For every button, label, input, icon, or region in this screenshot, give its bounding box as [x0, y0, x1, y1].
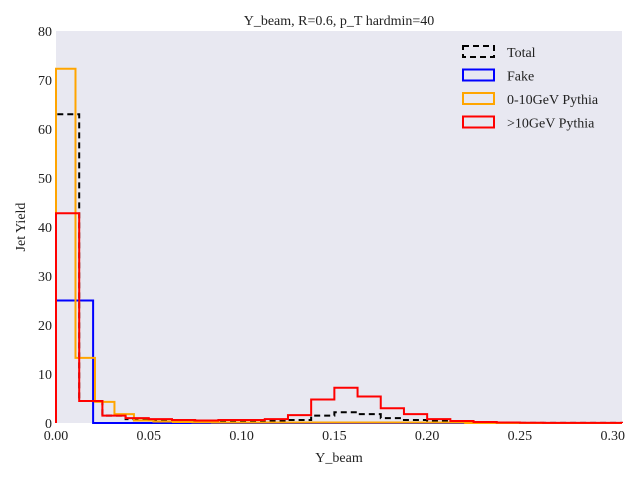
x-tick-label: 0.20: [415, 429, 440, 444]
legend-label-fake: Fake: [507, 70, 534, 85]
legend-label-total: Total: [507, 46, 536, 61]
x-tick-label: 0.10: [229, 429, 254, 444]
y-axis-label: Jet Yield: [14, 203, 29, 252]
legend-label-0-10gev-pythia: 0-10GeV Pythia: [507, 93, 599, 108]
y-tick-label: 30: [38, 270, 52, 285]
y-tick-label: 0: [45, 417, 52, 432]
y-tick-label: 10: [38, 368, 52, 383]
y-tick-label: 60: [38, 123, 52, 138]
x-tick-label: 0.00: [44, 429, 69, 444]
legend: Total Fake 0-10GeV Pythia >10GeV Pythia: [462, 45, 599, 132]
plot-area: [56, 31, 622, 423]
y-tick-label: 80: [38, 25, 52, 40]
y-tick-label: 50: [38, 172, 52, 187]
x-tick-label: 0.30: [600, 429, 625, 444]
x-axis-label: Y_beam: [315, 451, 363, 466]
tick-layer: 0.00 0.05 0.10 0.15 0.20 0.25 0.30 0 10 20 30 40 50 6…: [38, 25, 625, 444]
series--10gev-pythia-line: [55, 212, 623, 424]
y-tick-label: 20: [38, 319, 52, 334]
legend-label--10gev-pythia: >10GeV Pythia: [507, 117, 595, 132]
x-tick-label: 0.15: [322, 429, 347, 444]
y-tick-label: 40: [38, 221, 52, 236]
series-layer: [55, 67, 623, 424]
legend-swatch--10gev-pythia: [462, 115, 495, 129]
legend-swatch-fake: [462, 68, 495, 82]
legend-swatch-total: [462, 45, 495, 58]
chart-title: Y_beam, R=0.6, p_T hardmin=40: [244, 14, 435, 29]
x-tick-label: 0.05: [137, 429, 162, 444]
legend-swatch-0-10gev-pythia: [462, 92, 495, 105]
y-tick-label: 70: [38, 74, 52, 89]
x-tick-label: 0.25: [508, 429, 533, 444]
